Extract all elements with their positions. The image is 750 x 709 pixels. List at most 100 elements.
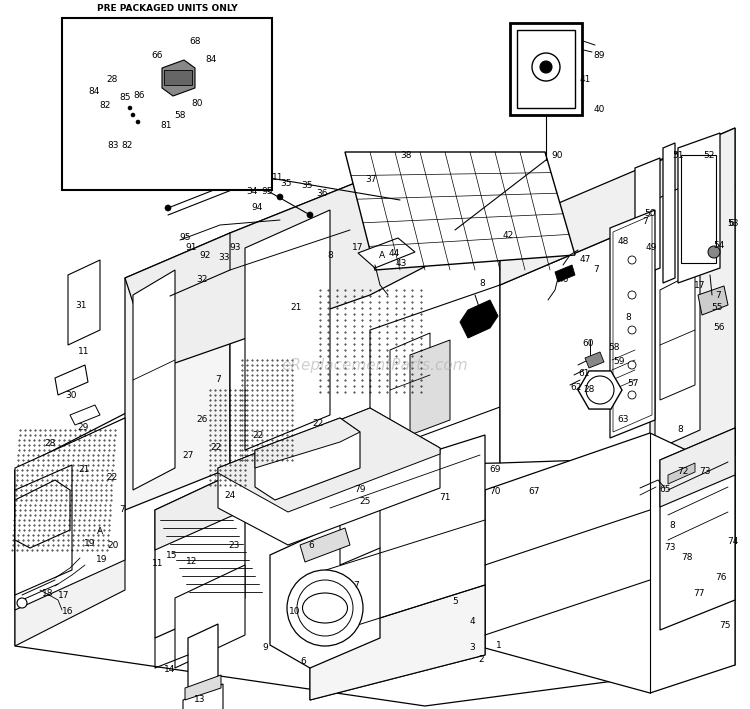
Text: 46: 46 (557, 274, 568, 284)
Text: 66: 66 (152, 52, 163, 60)
Polygon shape (635, 158, 660, 278)
Polygon shape (15, 298, 735, 706)
Text: 40: 40 (593, 104, 604, 113)
Text: 19: 19 (84, 539, 96, 547)
Text: 17: 17 (58, 591, 70, 600)
Text: eReplacementParts.com: eReplacementParts.com (282, 357, 468, 373)
Text: 19: 19 (96, 555, 108, 564)
Text: 13: 13 (194, 696, 206, 705)
Polygon shape (270, 523, 380, 668)
Text: 82: 82 (122, 140, 133, 150)
Text: 58: 58 (608, 342, 619, 352)
Polygon shape (300, 528, 350, 562)
Text: 49: 49 (645, 242, 657, 252)
Polygon shape (678, 133, 720, 283)
Circle shape (532, 53, 560, 81)
Polygon shape (358, 238, 415, 268)
Text: 91: 91 (185, 242, 196, 252)
Circle shape (17, 598, 27, 608)
Polygon shape (175, 565, 245, 668)
Circle shape (628, 291, 636, 299)
Text: 73: 73 (699, 467, 711, 476)
Text: 57: 57 (627, 379, 639, 388)
Text: 22: 22 (312, 418, 324, 428)
Text: 27: 27 (182, 450, 194, 459)
Polygon shape (668, 463, 695, 484)
Text: 81: 81 (160, 121, 172, 130)
Circle shape (628, 256, 636, 264)
Text: 7: 7 (593, 265, 598, 274)
Text: 8: 8 (479, 279, 484, 288)
Text: 6: 6 (308, 542, 314, 550)
Bar (62, 18, 272, 190)
Text: 42: 42 (503, 230, 514, 240)
Text: 95: 95 (179, 233, 190, 242)
Polygon shape (660, 428, 735, 507)
Text: 16: 16 (62, 608, 74, 617)
Text: 7: 7 (353, 581, 358, 589)
Circle shape (708, 246, 720, 258)
Text: 65: 65 (659, 484, 670, 493)
Text: 28: 28 (44, 438, 56, 447)
Text: 6: 6 (300, 657, 306, 666)
Polygon shape (698, 286, 728, 315)
Text: 31: 31 (75, 301, 87, 310)
Polygon shape (345, 152, 575, 270)
Text: 48: 48 (617, 237, 628, 245)
Text: 29: 29 (77, 423, 88, 432)
Polygon shape (68, 260, 100, 345)
Polygon shape (613, 215, 652, 432)
Polygon shape (185, 675, 221, 700)
Text: 7: 7 (119, 505, 124, 513)
Text: 58: 58 (174, 111, 186, 121)
Text: 60: 60 (582, 338, 594, 347)
Polygon shape (155, 468, 245, 638)
Text: 72: 72 (677, 467, 688, 476)
Text: 55: 55 (711, 303, 723, 313)
Polygon shape (500, 128, 735, 285)
Text: 69: 69 (489, 464, 501, 474)
Text: 53: 53 (728, 218, 739, 228)
Text: 74: 74 (728, 537, 739, 547)
Polygon shape (15, 418, 125, 646)
Polygon shape (310, 435, 485, 700)
Polygon shape (663, 143, 675, 283)
Text: 85: 85 (119, 92, 130, 101)
Text: 84: 84 (206, 55, 217, 64)
Polygon shape (125, 167, 500, 370)
Text: 35: 35 (280, 179, 292, 187)
Text: 6: 6 (728, 220, 734, 228)
Polygon shape (460, 300, 498, 338)
Polygon shape (390, 333, 430, 440)
Text: 10: 10 (290, 608, 301, 617)
Polygon shape (660, 272, 695, 400)
Polygon shape (370, 285, 500, 455)
Text: 82: 82 (99, 101, 111, 109)
Text: 94: 94 (251, 203, 262, 213)
Text: 8: 8 (669, 520, 675, 530)
Text: 80: 80 (191, 99, 202, 108)
Polygon shape (500, 185, 735, 463)
Text: 11: 11 (272, 174, 284, 182)
Polygon shape (255, 418, 360, 500)
Polygon shape (245, 210, 330, 450)
Text: 4: 4 (470, 617, 475, 625)
Text: 92: 92 (200, 250, 211, 259)
Text: 28: 28 (106, 75, 118, 84)
Text: 70: 70 (489, 486, 501, 496)
Polygon shape (340, 505, 380, 565)
Circle shape (287, 570, 363, 646)
Text: PRE PACKAGED UNITS ONLY: PRE PACKAGED UNITS ONLY (97, 4, 237, 13)
Text: 11: 11 (78, 347, 90, 357)
Text: 93: 93 (230, 242, 241, 252)
Text: 86: 86 (134, 91, 145, 99)
Text: 63: 63 (617, 415, 628, 423)
Text: 43: 43 (395, 259, 406, 269)
Text: 8: 8 (327, 250, 333, 259)
Circle shape (136, 120, 140, 124)
Text: 24: 24 (224, 491, 236, 501)
Text: 71: 71 (440, 493, 451, 501)
Text: 44: 44 (388, 250, 400, 259)
Text: 23: 23 (228, 540, 240, 549)
Polygon shape (410, 340, 450, 435)
